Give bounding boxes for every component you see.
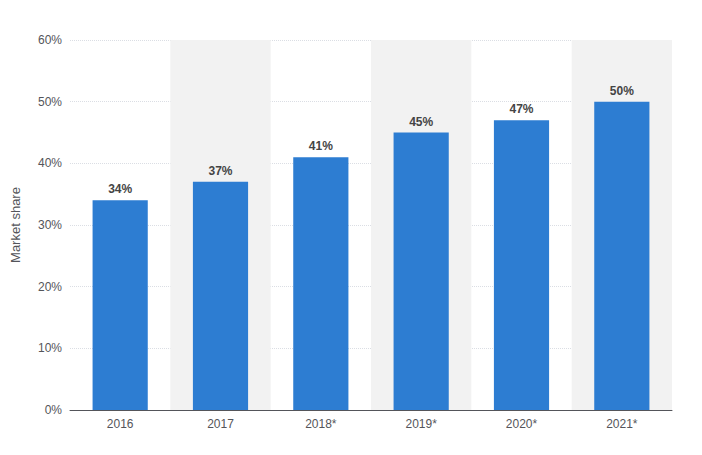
svg-text:45%: 45% [409,115,433,129]
svg-text:50%: 50% [610,84,634,98]
svg-text:60%: 60% [38,33,62,47]
svg-text:20%: 20% [38,280,62,294]
svg-text:2019*: 2019* [405,417,437,431]
svg-text:40%: 40% [38,156,62,170]
svg-text:0%: 0% [45,403,63,417]
svg-text:2021*: 2021* [606,417,638,431]
svg-text:30%: 30% [38,218,62,232]
svg-text:41%: 41% [309,139,333,153]
svg-text:2016: 2016 [107,417,134,431]
svg-text:Market share: Market share [8,187,23,263]
svg-text:10%: 10% [38,341,62,355]
svg-text:34%: 34% [108,182,132,196]
svg-text:2020*: 2020* [506,417,538,431]
svg-text:2018*: 2018* [305,417,337,431]
svg-text:37%: 37% [208,164,232,178]
svg-text:50%: 50% [38,95,62,109]
svg-text:2017: 2017 [207,417,234,431]
svg-text:47%: 47% [509,102,533,116]
